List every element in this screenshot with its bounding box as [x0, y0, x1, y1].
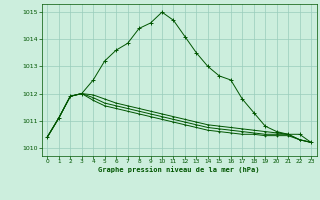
X-axis label: Graphe pression niveau de la mer (hPa): Graphe pression niveau de la mer (hPa) [99, 166, 260, 173]
